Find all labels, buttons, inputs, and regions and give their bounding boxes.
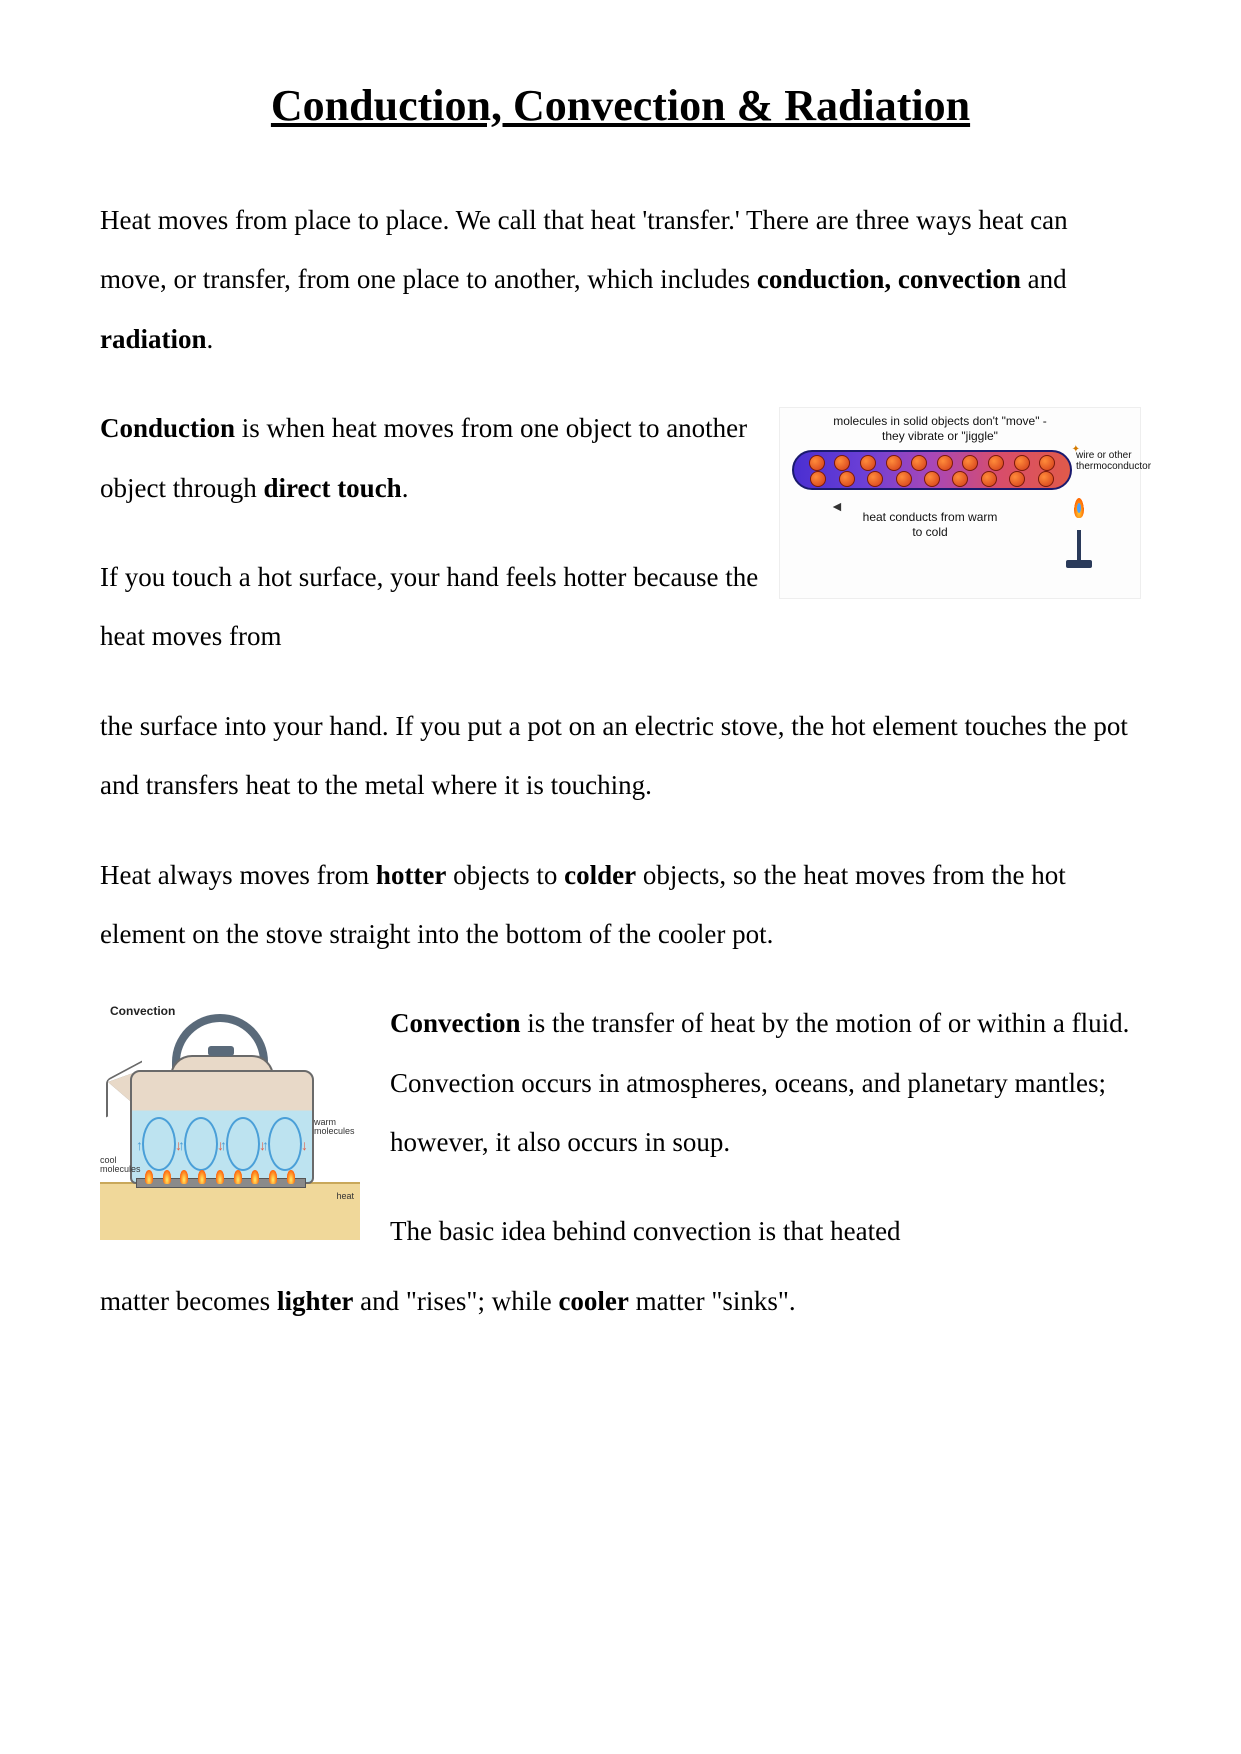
molecule-icon [1039,455,1055,471]
flames-row [140,1182,300,1198]
molecule-icon [937,455,953,471]
conduction-text-column: Conduction is when heat moves from one o… [100,399,759,697]
convection-p3-c: and "rises"; while [353,1286,558,1316]
conduction-p4: Heat always moves from hotter objects to… [100,846,1141,965]
document-page: Conduction, Convection & Radiation Heat … [0,0,1241,1754]
molecule-icon [981,471,997,487]
molecule-icon [962,455,978,471]
convection-p2: The basic idea behind convection is that… [390,1202,1141,1261]
conduction-p1: Conduction is when heat moves from one o… [100,399,759,518]
conduction-section: Conduction is when heat moves from one o… [100,399,1141,697]
label-cool-molecules: cool molecules [100,1156,144,1174]
conduction-caption-top: molecules in solid objects don't "move" … [830,414,1050,443]
molecule-icon [896,471,912,487]
molecule-icon [810,471,826,487]
flame-icon [145,1170,153,1184]
conduction-p1-c: direct touch [263,473,401,503]
convection-text-column: Convection is the transfer of heat by th… [390,994,1141,1262]
convection-keyword: Convection [390,1008,521,1038]
label-heat: heat [336,1192,354,1201]
molecule-icon [924,471,940,487]
conduction-keyword: Conduction [100,413,235,443]
molecule-icon [911,455,927,471]
intro-text-d: radiation [100,324,207,354]
convection-diagram-title: Convection [110,1004,175,1018]
conduction-p4-d: colder [564,860,636,890]
molecule-rows [794,452,1070,488]
convection-loop-icon [142,1117,176,1171]
conduction-p3: the surface into your hand. If you put a… [100,697,1141,816]
conduction-diagram: molecules in solid objects don't "move" … [779,407,1141,599]
molecule-icon [1038,471,1054,487]
convection-p3-d: cooler [558,1286,628,1316]
molecule-row-1 [804,455,1060,471]
flame-icon [198,1170,206,1184]
flame-icon [234,1170,242,1184]
label-warm-molecules: warm molecules [314,1118,358,1136]
convection-p3: matter becomes lighter and "rises"; whil… [100,1272,1141,1331]
intro-text-c: and [1021,264,1067,294]
burner-base [1066,560,1092,568]
arrow-left-icon: ◄ [830,498,844,514]
convection-p1: Convection is the transfer of heat by th… [390,994,1141,1172]
conduction-rod [792,450,1072,490]
convection-loop-icon [226,1117,260,1171]
convection-p3-e: matter "sinks". [629,1286,796,1316]
conduction-p4-c: objects to [446,860,564,890]
intro-text-e: . [207,324,214,354]
convection-p3-b: lighter [277,1286,353,1316]
molecule-row-2 [804,471,1060,487]
conduction-p4-b: hotter [376,860,446,890]
molecule-icon [886,455,902,471]
molecule-icon [867,471,883,487]
intro-paragraph: Heat moves from place to place. We call … [100,191,1141,369]
molecule-icon [839,471,855,487]
convection-loop-icon [268,1117,302,1171]
conduction-p4-a: Heat always moves from [100,860,376,890]
kettle-body [130,1070,314,1184]
flame-icon [269,1170,277,1184]
flame-icon [216,1170,224,1184]
convection-section: Convection [100,994,1141,1262]
flame-icon [180,1170,188,1184]
intro-text-b: conduction, convection [757,264,1021,294]
conduction-p1-d: . [402,473,409,503]
molecule-icon [860,455,876,471]
page-title: Conduction, Convection & Radiation [100,80,1141,131]
convection-p3-a: matter becomes [100,1286,277,1316]
convection-arrows [138,1112,306,1176]
kettle-lid [208,1046,234,1056]
flame-icon [1074,498,1084,518]
flame-icon [163,1170,171,1184]
flame-icon [251,1170,259,1184]
molecule-icon [988,455,1004,471]
molecule-icon [809,455,825,471]
burner-stand [1077,530,1081,560]
convection-loop-icon [184,1117,218,1171]
convection-diagram: Convection [100,1000,360,1240]
molecule-icon [952,471,968,487]
molecule-icon [1009,471,1025,487]
molecule-icon [834,455,850,471]
molecule-icon [1014,455,1030,471]
flame-icon [287,1170,295,1184]
conduction-caption-mid: heat conducts from warm to cold [860,510,1000,539]
bunsen-burner-icon [1066,528,1092,578]
wire-label: wire or other thermoconductor [1076,450,1136,472]
conduction-p2: If you touch a hot surface, your hand fe… [100,548,759,667]
